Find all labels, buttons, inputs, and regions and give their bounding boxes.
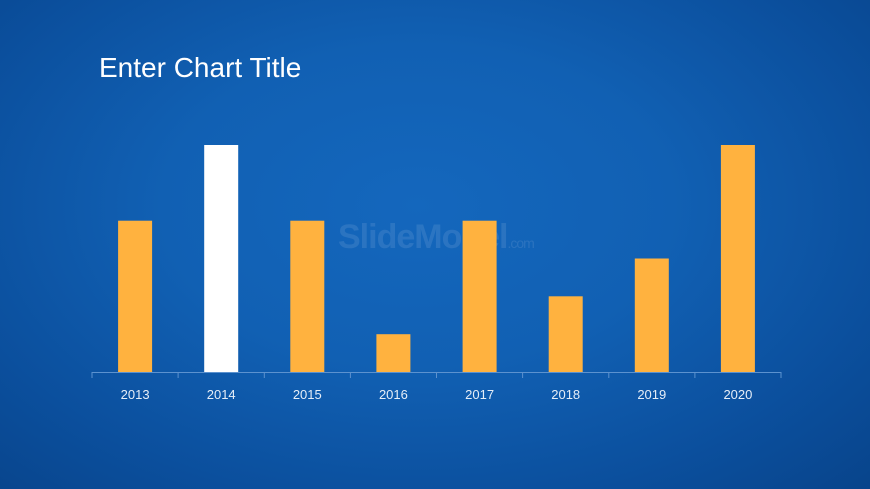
bar-2020 <box>720 145 755 372</box>
bar-2014 <box>204 145 239 372</box>
bar-2013 <box>118 220 153 372</box>
x-tick-label-2017: 2017 <box>465 387 494 402</box>
x-tick-label-2014: 2014 <box>207 387 236 402</box>
x-tick-label-2018: 2018 <box>551 387 580 402</box>
x-tick-label-2020: 2020 <box>723 387 752 402</box>
bar-2015 <box>290 220 325 372</box>
x-tick-label-2013: 2013 <box>121 387 150 402</box>
bar-2016 <box>376 334 411 372</box>
x-tick-label-2016: 2016 <box>379 387 408 402</box>
bar-2019 <box>634 258 669 372</box>
bar-2018 <box>548 296 583 372</box>
x-tick-label-2015: 2015 <box>293 387 322 402</box>
watermark-suffix: .com <box>507 235 534 251</box>
x-tick-label-2019: 2019 <box>637 387 666 402</box>
chart-title: Enter Chart Title <box>99 52 302 83</box>
bar-2017 <box>462 220 497 372</box>
